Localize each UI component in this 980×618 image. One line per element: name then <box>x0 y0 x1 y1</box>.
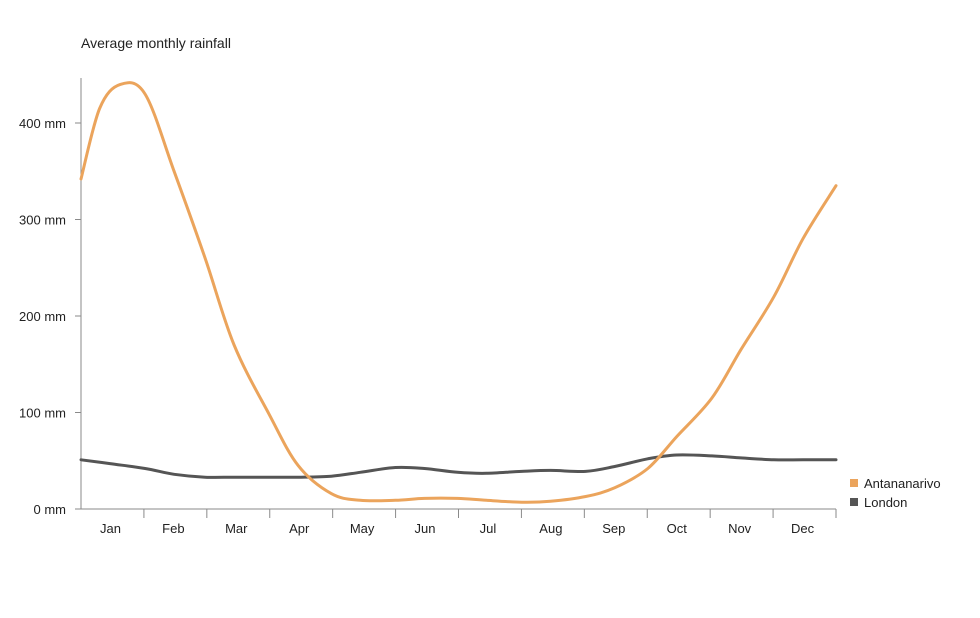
x-tick-label-sep: Sep <box>602 521 625 536</box>
x-tick-label-dec: Dec <box>791 521 815 536</box>
x-tick-label-jul: Jul <box>480 521 497 536</box>
x-tick-label-mar: Mar <box>225 521 248 536</box>
y-tick-label: 100 mm <box>19 406 66 421</box>
x-tick-label-nov: Nov <box>728 521 752 536</box>
legend-label-london: London <box>864 495 907 510</box>
y-tick-label: 200 mm <box>19 309 66 324</box>
series-line-antananarivo <box>79 81 838 504</box>
legend: Antananarivo London <box>850 476 941 510</box>
y-tick-label: 0 mm <box>34 502 67 517</box>
y-tick-label: 400 mm <box>19 116 66 131</box>
x-tick-label-aug: Aug <box>539 521 562 536</box>
chart-title: Average monthly rainfall <box>81 35 231 51</box>
legend-swatch-antananarivo <box>850 479 858 487</box>
x-tick-label-feb: Feb <box>162 521 184 536</box>
series-lines <box>79 81 838 504</box>
y-tick-label: 300 mm <box>19 213 66 228</box>
x-tick-label-apr: Apr <box>289 521 310 536</box>
x-tick-label-jan: Jan <box>100 521 121 536</box>
x-tick-label-jun: Jun <box>415 521 436 536</box>
x-axis-labels: Jan Feb Mar Apr May Jun Jul Aug Sep Oct Nov Dec <box>100 521 815 536</box>
legend-swatch-london <box>850 498 858 506</box>
legend-label-antananarivo: Antananarivo <box>864 476 941 491</box>
x-tick-label-oct: Oct <box>667 521 688 536</box>
series-line-london <box>79 453 838 479</box>
axes <box>75 78 837 518</box>
x-tick-label-may: May <box>350 521 375 536</box>
y-axis-labels: 0 mm 100 mm 200 mm 300 mm 400 mm <box>19 116 66 517</box>
